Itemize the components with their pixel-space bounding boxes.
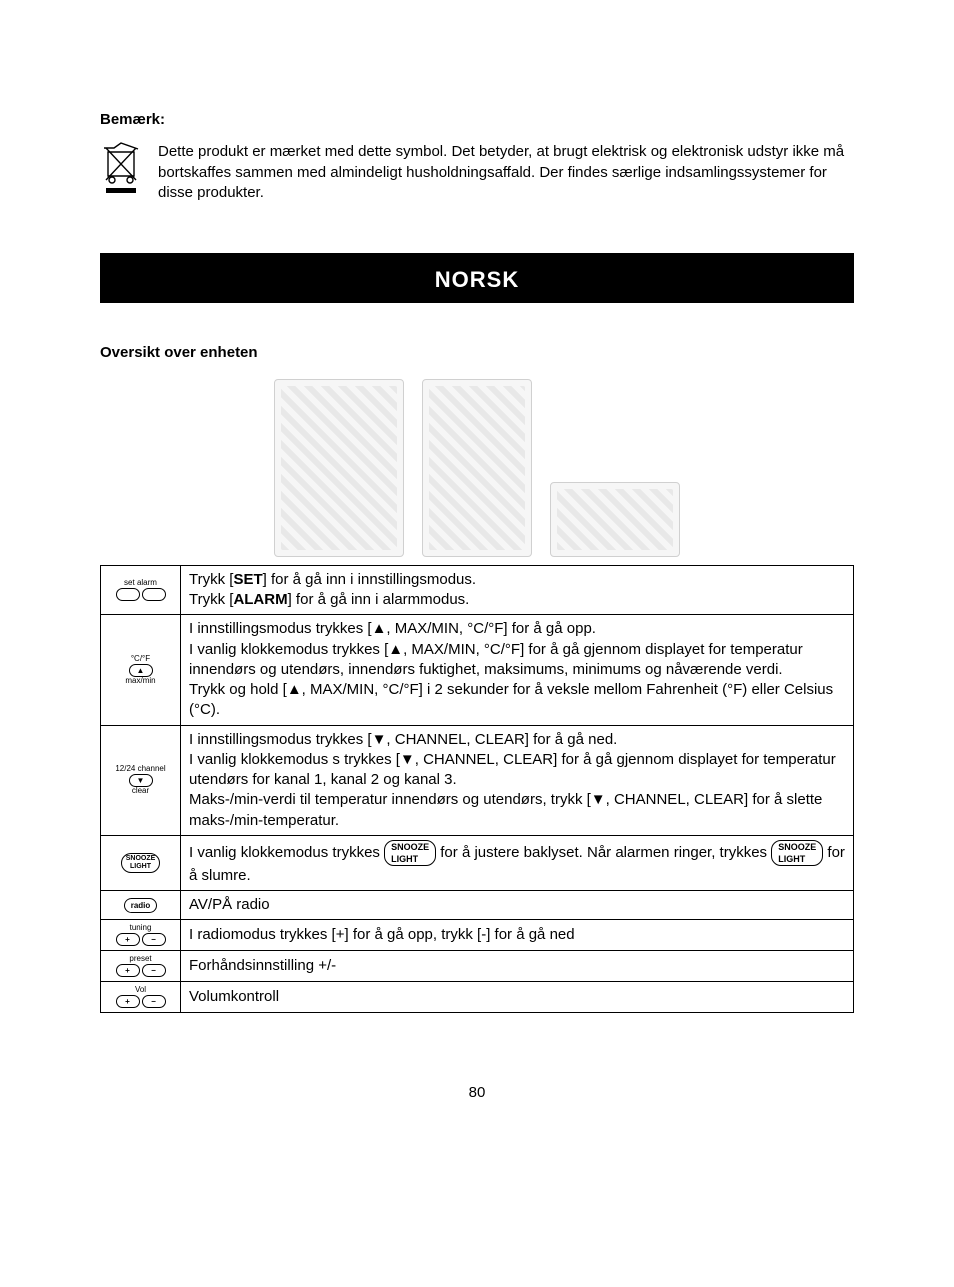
page-number: 80	[100, 1083, 854, 1103]
table-row: tuning +− I radiomodus trykkes [+] for å…	[101, 920, 854, 951]
text-fragment: Trykk [	[189, 571, 233, 588]
icon-label: 12/24 channel	[103, 765, 178, 774]
weee-icon	[100, 142, 142, 194]
cell-text: I vanlig klokkemodus trykkes SNOOZELIGHT…	[181, 835, 854, 890]
text-line: Volumkontroll	[189, 987, 845, 1007]
text-line: Trykk og hold [▲, MAX/MIN, °C/°F] i 2 se…	[189, 680, 845, 721]
table-row: °C/°F ▲ max/min I innstillingsmodus tryk…	[101, 615, 854, 725]
icon-up-maxmin: °C/°F ▲ max/min	[101, 615, 181, 725]
text-fragment: I vanlig klokkemodus trykkes	[189, 844, 384, 861]
icon-preset: preset +−	[101, 951, 181, 982]
controls-table: set alarm Trykk [SET] for å gå inn i inn…	[100, 565, 854, 1013]
text-fragment: ] for å gå inn i innstillingsmodus.	[263, 571, 476, 588]
icon-label: set alarm	[103, 579, 178, 588]
table-row: preset +− Forhåndsinnstilling +/-	[101, 951, 854, 982]
icon-down-channel: 12/24 channel ▼ clear	[101, 725, 181, 835]
device-image-back	[550, 482, 680, 557]
text-line: I vanlig klokkemodus s trykkes [▼, CHANN…	[189, 750, 845, 791]
icon-set-alarm: set alarm	[101, 565, 181, 615]
icon-label: preset	[103, 955, 178, 964]
cell-text: Forhåndsinnstilling +/-	[181, 951, 854, 982]
icon-snooze: SNOOZELIGHT	[101, 835, 181, 890]
table-row: radio AV/PÅ radio	[101, 891, 854, 920]
table-row: SNOOZELIGHT I vanlig klokkemodus trykkes…	[101, 835, 854, 890]
icon-label: Vol	[103, 986, 178, 995]
text-line: I innstillingsmodus trykkes [▲, MAX/MIN,…	[189, 619, 845, 639]
icon-label: °C/°F	[103, 655, 178, 664]
overview-heading: Oversikt over enheten	[100, 343, 854, 363]
note-heading: Bemærk:	[100, 110, 854, 130]
icon-radio: radio	[101, 891, 181, 920]
text-line: I innstillingsmodus trykkes [▼, CHANNEL,…	[189, 730, 845, 750]
icon-label: tuning	[103, 924, 178, 933]
cell-text: Volumkontroll	[181, 982, 854, 1013]
device-images	[100, 379, 854, 557]
text-bold: ALARM	[233, 591, 287, 608]
table-row: set alarm Trykk [SET] for å gå inn i inn…	[101, 565, 854, 615]
cell-text: I innstillingsmodus trykkes [▲, MAX/MIN,…	[181, 615, 854, 725]
icon-tuning: tuning +−	[101, 920, 181, 951]
cell-text: Trykk [SET] for å gå inn i innstillingsm…	[181, 565, 854, 615]
inline-snooze-icon: SNOOZELIGHT	[384, 840, 436, 866]
text-line: Forhåndsinnstilling +/-	[189, 956, 845, 976]
cell-text: AV/PÅ radio	[181, 891, 854, 920]
language-banner: NORSK	[100, 259, 854, 303]
icon-label: radio	[124, 898, 158, 913]
cell-text: I innstillingsmodus trykkes [▼, CHANNEL,…	[181, 725, 854, 835]
text-fragment: for å justere baklyset. Når alarmen ring…	[440, 844, 771, 861]
text-fragment: Trykk [	[189, 591, 233, 608]
note-body: Dette produkt er mærket med dette symbol…	[158, 142, 854, 203]
text-line: AV/PÅ radio	[189, 895, 845, 915]
text-fragment: ] for å gå inn i alarmmodus.	[288, 591, 470, 608]
icon-label: clear	[103, 787, 178, 796]
cell-text: I radiomodus trykkes [+] for å gå opp, t…	[181, 920, 854, 951]
text-line: I radiomodus trykkes [+] for å gå opp, t…	[189, 925, 845, 945]
text-line: I vanlig klokkemodus trykkes [▲, MAX/MIN…	[189, 640, 845, 681]
text-bold: SET	[233, 571, 262, 588]
icon-label: max/min	[103, 677, 178, 686]
text-line: Maks-/min-verdi til temperatur innendørs…	[189, 790, 845, 831]
inline-snooze-icon: SNOOZELIGHT	[771, 840, 823, 866]
icon-vol: Vol +−	[101, 982, 181, 1013]
table-row: Vol +− Volumkontroll	[101, 982, 854, 1013]
table-row: 12/24 channel ▼ clear I innstillingsmodu…	[101, 725, 854, 835]
device-image-top	[422, 379, 532, 557]
note-block: Dette produkt er mærket med dette symbol…	[100, 142, 854, 203]
device-image-front	[274, 379, 404, 557]
